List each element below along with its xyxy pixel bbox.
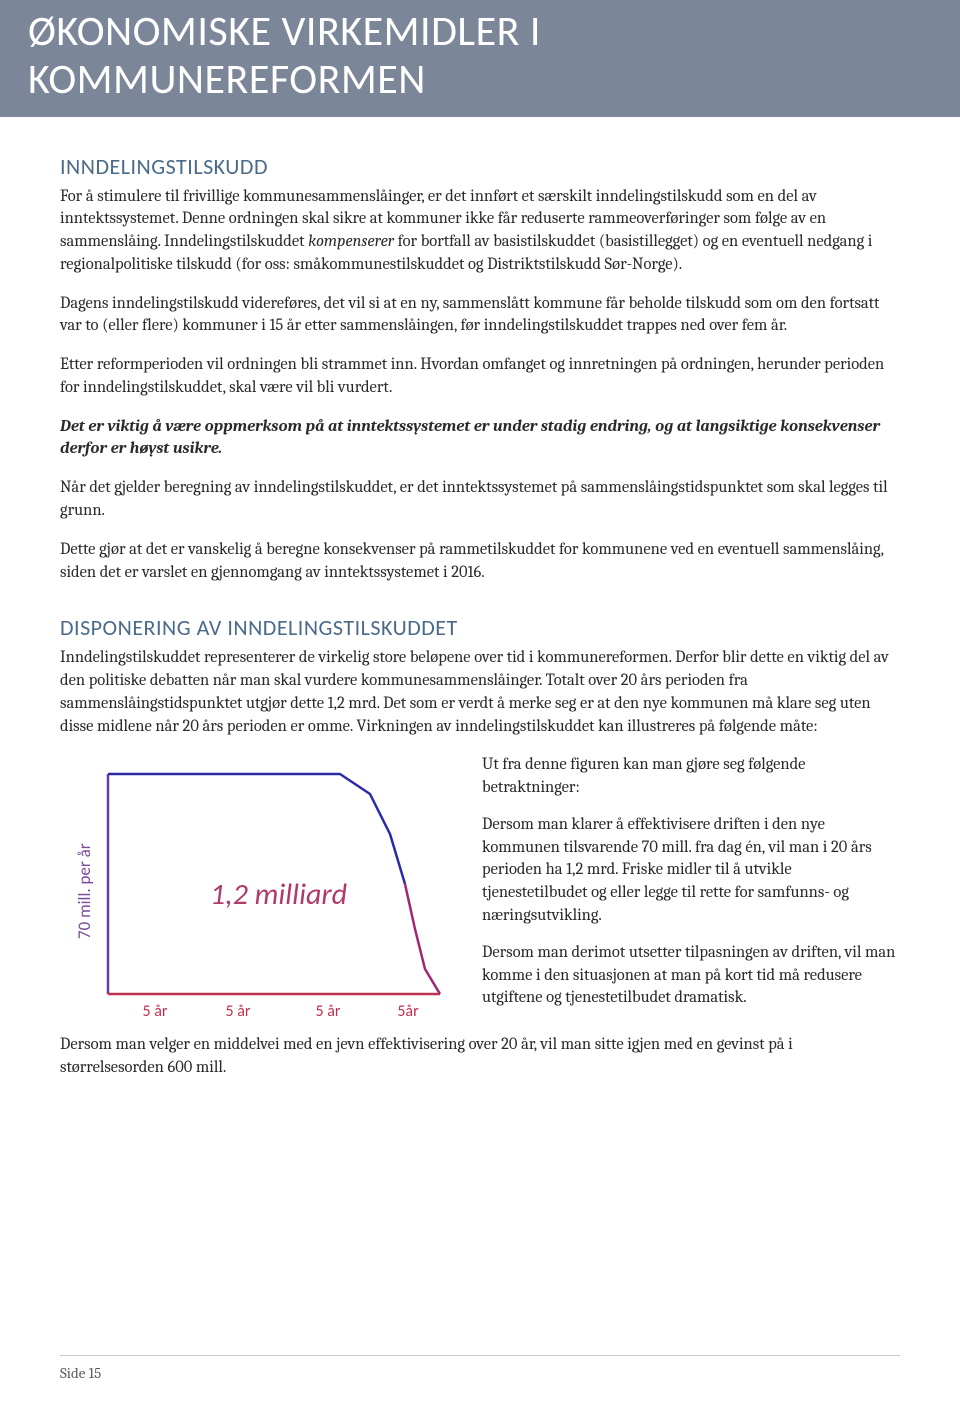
title-bar: ØKONOMISKE VIRKEMIDLER I KOMMUNEREFORMEN [0, 0, 960, 117]
section-inndelingstilskudd: INNDELINGSTILSKUDD For å stimulere til f… [60, 153, 900, 585]
para-1-italic: kompenserer [308, 232, 394, 251]
section-heading-1: INNDELINGSTILSKUDD [60, 153, 900, 180]
para-1: For å stimulere til frivillige kommunesa… [60, 186, 900, 277]
chart-side-text: Ut fra denne figuren kan man gjøre seg f… [482, 754, 900, 1010]
para-s2-1: Inndelingstilskuddet representerer de vi… [60, 647, 900, 738]
section-disponering: DISPONERING AV INNDELINGSTILSKUDDET Innd… [60, 614, 900, 1080]
svg-text:70 mill. per år: 70 mill. per år [74, 844, 95, 940]
footer: Side 15 [60, 1355, 900, 1382]
side-p1: Ut fra denne figuren kan man gjøre seg f… [482, 754, 900, 800]
para-after-chart: Dersom man velger en middelvei med en je… [60, 1034, 900, 1080]
page-title: ØKONOMISKE VIRKEMIDLER I KOMMUNEREFORMEN [28, 8, 932, 105]
para-6: Dette gjør at det er vanskelig å beregne… [60, 539, 900, 585]
para-4-emphasis: Det er viktig å være oppmerksom på at in… [60, 416, 900, 462]
footer-rule [60, 1355, 900, 1356]
para-5: Når det gjelder beregning av inndelingst… [60, 477, 900, 523]
side-p3: Dersom man derimot utsetter tilpasningen… [482, 942, 900, 1010]
footer-page: Side 15 [60, 1364, 900, 1382]
para-2: Dagens inndelingstilskudd videreføres, d… [60, 293, 900, 339]
content: INNDELINGSTILSKUDD For å stimulere til f… [0, 117, 960, 1080]
chart-svg: 70 mill. per år 1,2 milliard 5 år 5 år 5 år 5… [60, 754, 460, 1032]
chart-text-row: 70 mill. per år 1,2 milliard 5 år 5 år 5 år 5… [60, 754, 900, 1032]
svg-text:5 år: 5 år [143, 1002, 168, 1021]
svg-text:1,2 milliard: 1,2 milliard [210, 876, 347, 913]
svg-text:5 år: 5 år [226, 1002, 251, 1021]
side-p2: Dersom man klarer å effektivisere drifte… [482, 814, 900, 928]
svg-text:5 år: 5 år [316, 1002, 341, 1021]
section-heading-2: DISPONERING AV INNDELINGSTILSKUDDET [60, 614, 900, 641]
svg-text:5år: 5år [397, 1002, 419, 1021]
para-3: Etter reformperioden vil ordningen bli s… [60, 354, 900, 400]
chart-box: 70 mill. per år 1,2 milliard 5 år 5 år 5 år 5… [60, 754, 460, 1032]
